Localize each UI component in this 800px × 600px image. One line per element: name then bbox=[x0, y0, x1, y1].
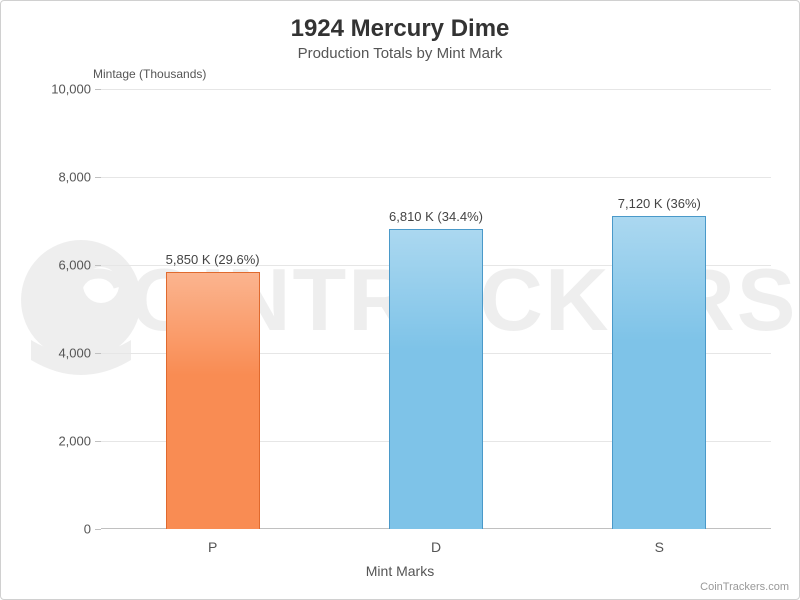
gridline bbox=[101, 89, 771, 90]
x-tick-label: P bbox=[208, 539, 217, 555]
y-tick-label: 6,000 bbox=[58, 258, 101, 273]
bar-D: 6,810 K (34.4%) bbox=[389, 229, 483, 529]
y-tick-label: 0 bbox=[84, 522, 101, 537]
bar-value-label: 6,810 K (34.4%) bbox=[389, 209, 483, 224]
y-tick-label: 2,000 bbox=[58, 434, 101, 449]
y-tick-label: 4,000 bbox=[58, 346, 101, 361]
credit-text: CoinTrackers.com bbox=[700, 581, 789, 593]
chart-subtitle: Production Totals by Mint Mark bbox=[1, 45, 799, 62]
x-tick-label: D bbox=[431, 539, 441, 555]
gridline bbox=[101, 177, 771, 178]
y-axis-title: Mintage (Thousands) bbox=[93, 67, 206, 81]
bar-P: 5,850 K (29.6%) bbox=[166, 272, 260, 529]
y-tick-label: 10,000 bbox=[51, 82, 101, 97]
bar-value-label: 5,850 K (29.6%) bbox=[166, 252, 260, 267]
plot-area: 02,0004,0006,0008,00010,0005,850 K (29.6… bbox=[101, 89, 771, 529]
x-tick-label: S bbox=[655, 539, 664, 555]
bar-value-label: 7,120 K (36%) bbox=[618, 196, 701, 211]
chart-container: 1924 Mercury Dime Production Totals by M… bbox=[1, 1, 799, 599]
bar-S: 7,120 K (36%) bbox=[612, 216, 706, 529]
y-tick-label: 8,000 bbox=[58, 170, 101, 185]
chart-title: 1924 Mercury Dime bbox=[1, 15, 799, 43]
x-axis-title: Mint Marks bbox=[1, 563, 799, 579]
